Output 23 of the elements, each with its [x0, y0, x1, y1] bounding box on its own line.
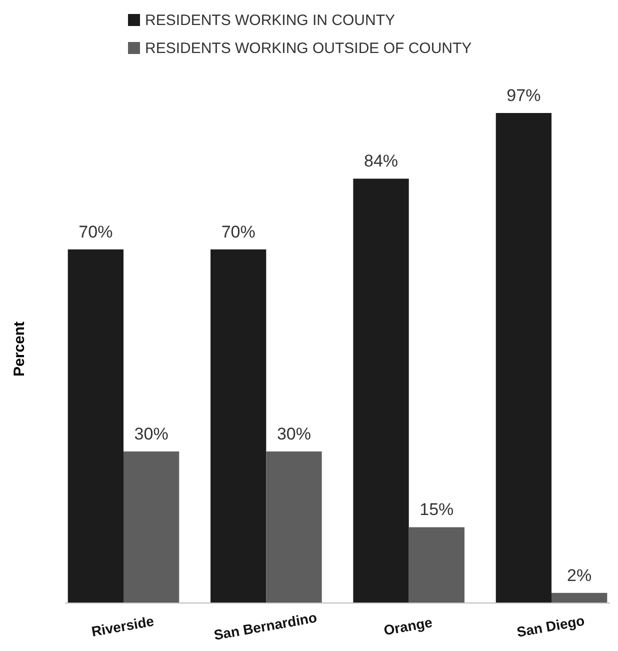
bar: [496, 113, 552, 603]
x-tick-label: San Diego: [516, 612, 586, 640]
data-label: 15%: [420, 500, 454, 520]
bar: [353, 178, 409, 603]
bar: [408, 527, 464, 603]
data-label: 30%: [276, 424, 311, 444]
y-axis-title: Percent: [11, 321, 28, 377]
x-tick-label: Orange: [382, 614, 434, 638]
bar: [68, 249, 124, 603]
legend-label: RESIDENTS WORKING OUTSIDE OF COUNTY: [145, 40, 472, 57]
data-label: 70%: [78, 222, 113, 242]
bar: [123, 451, 180, 603]
bar: [266, 451, 322, 603]
data-label: 70%: [221, 222, 256, 242]
legend-label: RESIDENTS WORKING IN COUNTY: [145, 12, 396, 29]
bar: [210, 249, 266, 603]
x-tick-label: Riverside: [90, 612, 156, 640]
data-label: 97%: [506, 86, 541, 105]
data-label: 30%: [134, 424, 168, 444]
data-label: 2%: [567, 566, 592, 585]
bar: [552, 592, 608, 603]
x-tick-label: San Bernardino: [212, 609, 318, 644]
data-label: 84%: [364, 152, 398, 171]
